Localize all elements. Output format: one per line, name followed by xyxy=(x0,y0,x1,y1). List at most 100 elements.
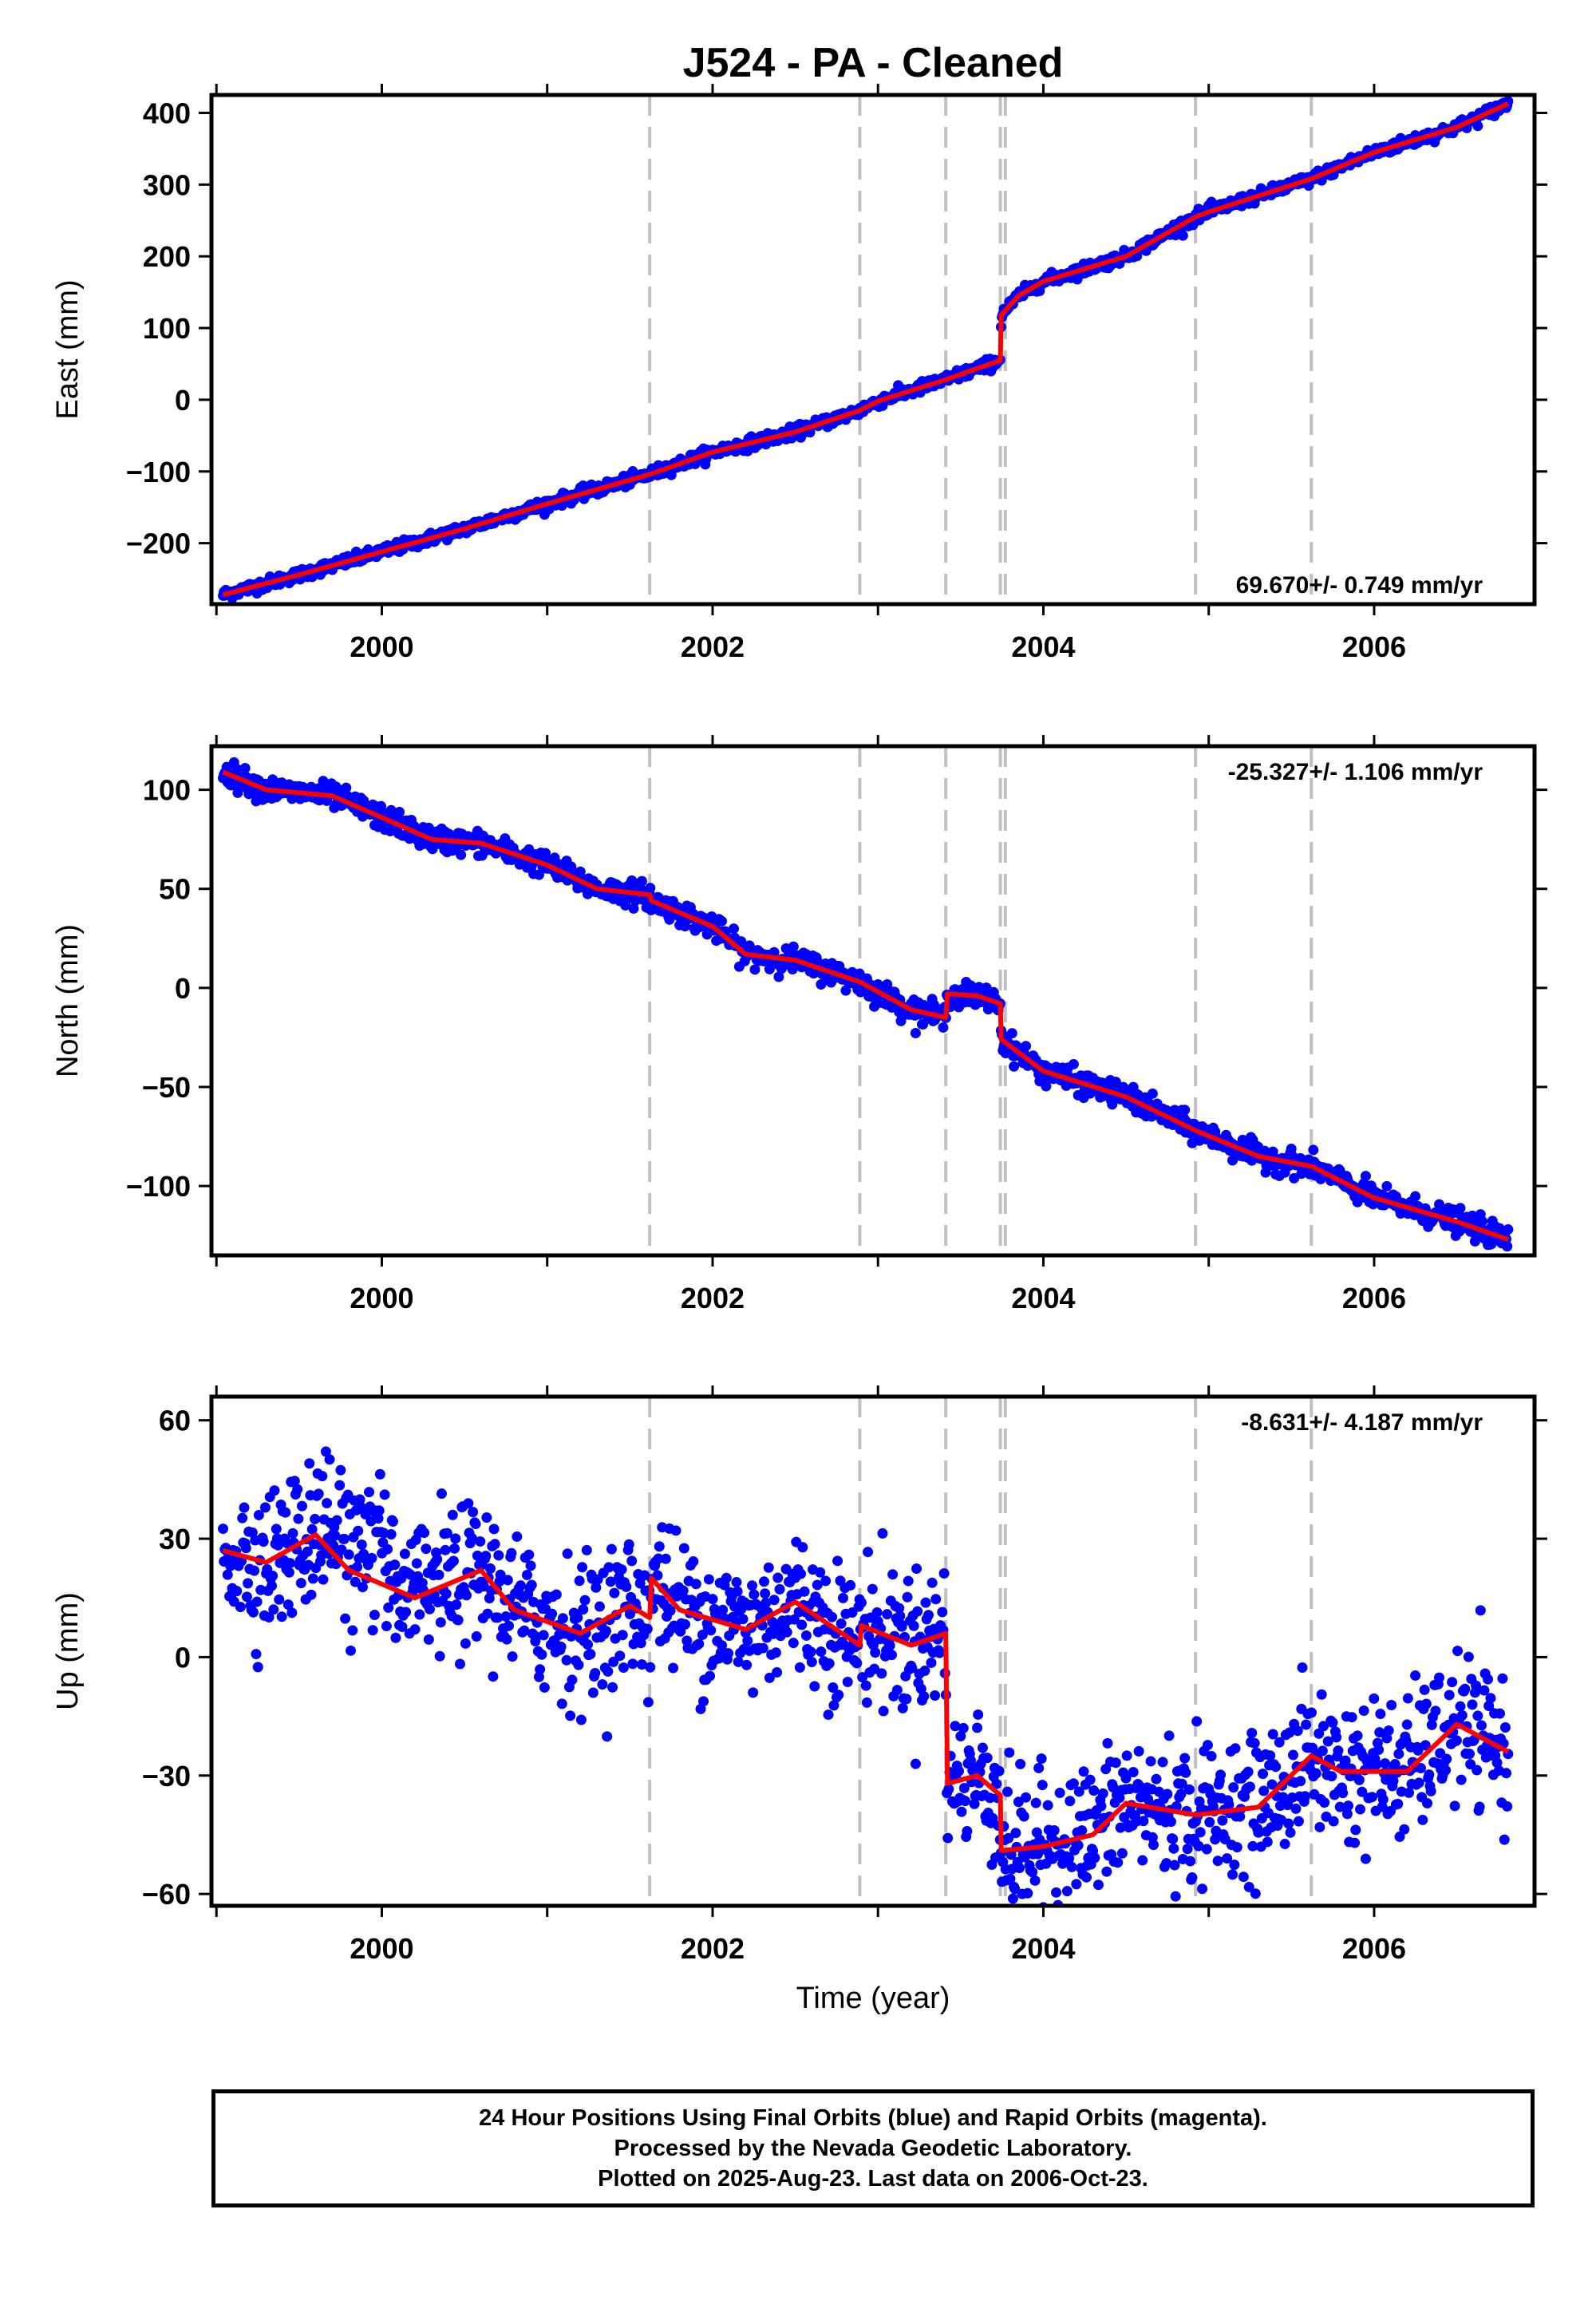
observation-point xyxy=(1007,1893,1018,1904)
observation-point xyxy=(313,1488,324,1500)
observation-point xyxy=(1151,1773,1162,1784)
observation-point xyxy=(749,1589,760,1600)
observation-point xyxy=(522,1570,533,1581)
observation-point xyxy=(636,875,647,887)
observation-point xyxy=(1306,1707,1317,1718)
observation-point xyxy=(287,1528,298,1539)
observation-point xyxy=(665,1605,676,1616)
observation-point xyxy=(1497,1673,1508,1684)
observation-point xyxy=(863,1547,874,1558)
observation-point xyxy=(645,1662,656,1673)
observation-point xyxy=(481,1512,492,1524)
observation-point xyxy=(733,1656,744,1667)
observation-point xyxy=(788,1638,799,1649)
observation-point xyxy=(1295,1776,1306,1787)
x-tick-label: 2004 xyxy=(1011,1282,1075,1314)
observation-point xyxy=(1037,1780,1048,1791)
x-tick-label: 2004 xyxy=(1011,630,1075,663)
observation-point xyxy=(1223,1799,1235,1810)
x-tick-label: 2004 xyxy=(1011,1932,1075,1965)
observation-point xyxy=(594,1601,605,1612)
observation-point xyxy=(602,1731,613,1742)
observation-point xyxy=(1483,1674,1494,1685)
observation-point xyxy=(587,1687,598,1698)
observation-point xyxy=(1415,1763,1426,1774)
observation-point xyxy=(820,1575,832,1587)
observation-point xyxy=(556,1698,567,1709)
observation-point xyxy=(1187,1872,1198,1883)
observation-point xyxy=(1386,1700,1397,1710)
observation-point xyxy=(903,1575,914,1587)
observation-point xyxy=(861,1697,872,1708)
observation-point xyxy=(433,1569,444,1580)
observation-point xyxy=(1262,1836,1273,1848)
x-tick-label: 2006 xyxy=(1342,630,1406,663)
observation-point xyxy=(1503,1224,1514,1235)
observation-point xyxy=(653,1553,664,1564)
observation-point xyxy=(572,1612,583,1623)
observation-point xyxy=(954,1765,965,1777)
observation-point xyxy=(1002,1786,1013,1797)
x-tick-label: 2006 xyxy=(1342,1282,1406,1314)
observation-point xyxy=(1165,1816,1176,1828)
observation-point xyxy=(1420,1740,1431,1751)
observation-point xyxy=(845,1579,856,1591)
observation-point xyxy=(243,1578,254,1589)
observation-point xyxy=(1467,1699,1478,1710)
observation-point xyxy=(628,903,639,914)
observation-point xyxy=(896,1621,907,1632)
observation-point xyxy=(1316,1689,1327,1700)
observation-point xyxy=(800,1630,812,1641)
observation-point xyxy=(1068,1778,1079,1789)
observation-point xyxy=(723,1648,734,1659)
observation-point xyxy=(285,1558,296,1569)
observation-point xyxy=(1162,1788,1173,1800)
observation-point xyxy=(919,1666,930,1677)
observation-point xyxy=(851,1658,863,1669)
observation-point xyxy=(876,1668,887,1679)
x-tick-label: 2002 xyxy=(681,1932,745,1965)
observation-point xyxy=(1064,1852,1075,1863)
observation-point xyxy=(870,1647,881,1658)
observation-point xyxy=(828,1682,839,1694)
observation-point xyxy=(590,1668,601,1679)
observation-point xyxy=(561,1654,572,1666)
observation-point xyxy=(461,1590,472,1601)
observation-point xyxy=(1233,1911,1243,1922)
observation-point xyxy=(1434,1199,1445,1210)
observation-point xyxy=(447,1509,458,1520)
observation-point xyxy=(471,1630,482,1642)
observation-point xyxy=(450,1533,461,1544)
observation-point xyxy=(799,1586,810,1597)
observation-point xyxy=(267,1571,279,1582)
observation-point xyxy=(1399,1824,1410,1835)
observation-point xyxy=(535,1664,546,1675)
observation-point xyxy=(1030,1797,1041,1808)
observation-point xyxy=(962,1825,973,1836)
observation-point xyxy=(383,1602,394,1613)
observation-point xyxy=(502,1575,513,1586)
observation-point xyxy=(263,1611,275,1622)
observation-point xyxy=(1441,1753,1452,1765)
observation-point xyxy=(652,1570,663,1581)
observation-point xyxy=(1447,1677,1458,1688)
observation-point xyxy=(1474,1801,1485,1812)
observation-point xyxy=(837,1592,848,1603)
observation-point xyxy=(597,1679,608,1690)
observation-point xyxy=(1084,1774,1096,1785)
observation-point xyxy=(347,1625,358,1636)
observation-point xyxy=(1112,1857,1124,1868)
observation-point xyxy=(1358,1705,1369,1717)
observation-point xyxy=(911,1563,922,1575)
observation-point xyxy=(857,1672,868,1683)
observation-point xyxy=(463,1498,474,1509)
observation-point xyxy=(322,1497,333,1508)
observation-point xyxy=(788,941,799,952)
observation-point xyxy=(748,1687,759,1698)
observation-point xyxy=(1170,1891,1181,1902)
observation-point xyxy=(805,1646,816,1658)
observation-point xyxy=(350,1576,361,1587)
observation-point xyxy=(1238,1871,1249,1883)
observation-point xyxy=(1206,1751,1217,1762)
observation-point xyxy=(1110,1757,1121,1769)
